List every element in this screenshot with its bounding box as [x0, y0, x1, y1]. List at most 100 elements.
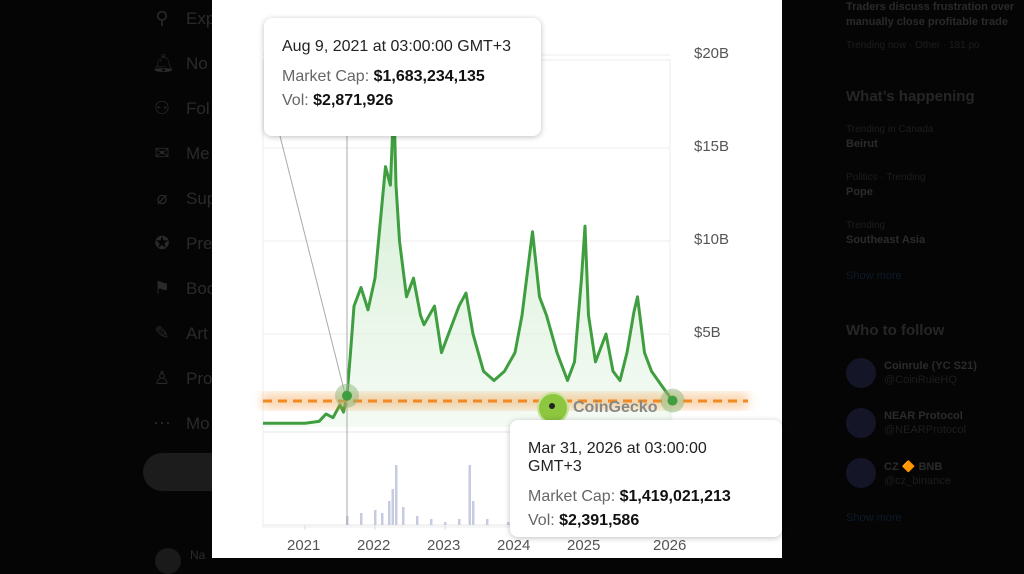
volume-bar [388, 501, 391, 525]
trend-context: Trending [846, 220, 886, 231]
x-tick-label: 2025 [567, 537, 601, 554]
nav-item-art[interactable]: ✎ Art [152, 323, 208, 344]
market-cap-line [263, 100, 674, 425]
avatar [846, 408, 876, 438]
mail-icon: ✉ [154, 143, 170, 163]
volume-bar [374, 510, 377, 525]
nav-label: No [186, 53, 208, 73]
nav-item-me[interactable]: ✉ Me [152, 143, 210, 164]
trend-name: Beirut [846, 138, 878, 150]
volume-bar [507, 522, 510, 525]
trend-item[interactable]: Trending Southeast Asia [846, 220, 925, 246]
nav-label: Mo [186, 413, 210, 433]
volume-bar [472, 501, 475, 525]
who-to-follow-title: Who to follow [846, 322, 945, 339]
nav-label: Art [186, 323, 208, 343]
more-icon: ⋯ [153, 413, 171, 433]
volume-bar [468, 465, 471, 525]
nav-item-mo[interactable]: ⋯ Mo [152, 413, 210, 434]
follow-name: NEAR Protocol [884, 410, 963, 422]
avatar [846, 458, 876, 488]
coingecko-logo-icon [537, 392, 569, 424]
nav-label: Boo [186, 278, 217, 298]
volume-bar [486, 519, 489, 525]
nav-label: Sup [186, 188, 217, 208]
nav-item-exp[interactable]: ⚲ Exp [152, 8, 215, 29]
tooltip-connector [279, 135, 346, 394]
volume-bar [430, 519, 433, 525]
news-title: manually close profitable trade [846, 16, 1008, 28]
vol-label: Vol: [282, 92, 309, 109]
volume-bar [381, 513, 384, 525]
article-icon: ✎ [154, 323, 170, 343]
bell-icon: 🔔︎ [152, 53, 175, 73]
follow-name: Coinrule (YC S21) [884, 360, 977, 372]
volume-bar [416, 516, 419, 525]
y-tick-label: $10B [694, 231, 730, 248]
x-tick-label: 2024 [497, 537, 531, 554]
news-meta: Trending now · Other · 181 po [846, 40, 980, 51]
trend-item[interactable]: Trending in Canada Beirut [846, 124, 933, 150]
follow-handle: @NEARProtocol [884, 424, 967, 436]
nav-label: Pro [186, 368, 213, 388]
trend-name: Southeast Asia [846, 234, 926, 246]
trend-name: Pope [846, 186, 873, 198]
follow-name: CZ 🔶 BNB [884, 460, 943, 473]
cap-label: Market Cap: [528, 488, 616, 505]
nav-item-pro[interactable]: ♙ Pro [152, 368, 213, 389]
trend-item[interactable]: Politics · Trending Pope [846, 172, 925, 198]
volume-bar [360, 513, 363, 525]
cap-value: $1,419,021,213 [619, 488, 731, 505]
y-tick-label: $20B [694, 45, 730, 62]
coingecko-watermark: CoinGecko [537, 392, 657, 424]
nav-item-no[interactable]: 🔔︎ No [152, 53, 208, 74]
avatar [846, 358, 876, 388]
tooltip-end: Mar 31, 2026 at 03:00:00 GMT+3 Market Ca… [510, 420, 782, 537]
data-point-marker [342, 390, 352, 401]
x-tick-label: 2026 [653, 537, 687, 554]
trend-context: Politics · Trending [846, 172, 926, 183]
cap-value: $1,683,234,135 [373, 68, 485, 85]
nav-item-fol[interactable]: ⚇ Fol [152, 98, 210, 119]
nav-label: Exp [186, 8, 216, 28]
follow-suggestion[interactable]: CZ 🔶 BNB @cz_binance [846, 458, 951, 488]
follow-icon: ⚇ [153, 98, 171, 118]
verified-icon: ✪ [154, 233, 170, 253]
follow-suggestion[interactable]: Coinrule (YC S21) @CoinRuleHQ [846, 358, 977, 388]
x-tick-label: 2021 [287, 537, 321, 554]
search-icon: ⚲ [155, 8, 169, 28]
follow-handle: @cz_binance [884, 474, 951, 487]
whats-happening-title: What’s happening [846, 88, 975, 105]
tooltip-start: Aug 9, 2021 at 03:00:00 GMT+3 Market Cap… [264, 18, 541, 136]
volume-bar [395, 465, 398, 525]
market-cap-area [263, 101, 673, 427]
nav-label: Pre [186, 233, 213, 253]
cap-label: Market Cap: [282, 68, 370, 85]
volume-bar [391, 489, 394, 525]
bookmark-icon: ⚑ [153, 278, 171, 298]
show-more-link[interactable]: Show more [846, 512, 902, 524]
vol-value: $2,871,926 [313, 92, 394, 109]
x-tick-label: 2023 [427, 537, 461, 554]
follow-suggestion[interactable]: NEAR Protocol @NEARProtocol [846, 408, 966, 438]
tooltip-date: Aug 9, 2021 at 03:00:00 GMT+3 [282, 38, 512, 55]
data-point-marker [667, 395, 678, 406]
vol-label: Vol: [528, 512, 555, 529]
nav-item-pre[interactable]: ✪ Pre [152, 233, 212, 254]
vol-value: $2,391,586 [559, 512, 640, 529]
tooltip-date: Mar 31, 2026 at 03:00:00 GMT+3 [528, 440, 707, 475]
watermark-text: CoinGecko [573, 399, 658, 416]
x-tick-label: 2022 [357, 537, 391, 554]
news-item[interactable]: Traders discuss frustration over manuall… [846, 0, 1014, 53]
show-more-link[interactable]: Show more [846, 270, 902, 282]
follow-handle: @CoinRuleHQ [884, 374, 957, 386]
nav-item-boo[interactable]: ⚑ Boo [152, 278, 216, 299]
news-title: Traders discuss frustration over [846, 1, 1015, 13]
nav-label: Me [186, 143, 210, 163]
volume-bar [458, 519, 461, 525]
y-tick-label: $5B [694, 324, 721, 341]
profile-icon: ♙ [153, 368, 171, 388]
nav-item-sup[interactable]: ⌀ Sup [152, 188, 217, 209]
y-tick-label: $15B [694, 138, 730, 155]
volume-bar [444, 522, 447, 525]
